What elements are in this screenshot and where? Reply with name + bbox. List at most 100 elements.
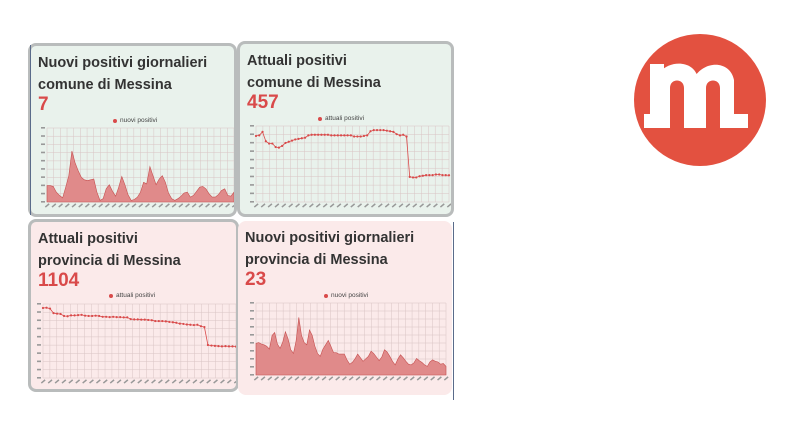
x-tick-label	[191, 203, 197, 208]
y-tick-label	[37, 319, 41, 322]
y-tick-label	[41, 192, 45, 195]
x-tick-label	[137, 379, 143, 384]
x-tick-label	[301, 376, 307, 381]
panel-title-line2: provincia di Messina	[245, 252, 388, 268]
chart-legend: attuali positivi	[109, 292, 155, 299]
data-point	[408, 175, 411, 178]
data-point	[91, 314, 94, 318]
x-tick-label	[439, 203, 445, 208]
x-tick-label	[185, 203, 190, 208]
data-point	[372, 128, 375, 132]
x-tick-label	[403, 376, 408, 381]
data-point	[94, 314, 97, 317]
x-tick-label	[336, 203, 342, 208]
x-tick-label	[178, 379, 184, 384]
legend-dot	[113, 118, 117, 123]
data-point	[182, 322, 185, 326]
legend-label: attuali positivi	[325, 115, 365, 122]
data-point	[317, 133, 320, 136]
x-tick-label	[158, 203, 164, 208]
data-point	[66, 315, 69, 318]
x-tick-label	[98, 203, 104, 208]
data-point	[98, 314, 101, 318]
x-tick-label	[51, 203, 57, 208]
data-point	[164, 320, 167, 323]
data-point	[196, 323, 199, 326]
y-tick-label	[37, 352, 41, 354]
data-point	[339, 134, 343, 137]
data-point	[287, 140, 290, 143]
panel-title: Attuali positivi comune di Messina	[247, 50, 447, 94]
x-tick-label	[377, 203, 383, 208]
x-tick-label	[443, 376, 449, 381]
data-point	[161, 319, 164, 323]
y-tick-label	[41, 176, 45, 178]
panel-title: Attuali positivi provincia di Messina	[38, 228, 236, 272]
x-tick-label	[171, 203, 177, 208]
panel-title-line2: comune di Messina	[38, 77, 172, 93]
x-tick-label	[369, 376, 374, 381]
panel-title: Nuovi positivi giornalieri provincia di …	[245, 227, 445, 271]
data-point	[326, 133, 330, 136]
x-tick-label	[350, 203, 356, 208]
x-tick-label	[225, 203, 230, 208]
data-point	[206, 343, 210, 347]
data-point	[227, 345, 231, 348]
y-tick-label	[250, 310, 254, 312]
data-point	[87, 314, 90, 318]
data-point	[185, 323, 188, 326]
x-tick-label	[274, 203, 280, 208]
panel-value: 23	[245, 269, 267, 290]
y-tick-label	[250, 318, 254, 320]
x-tick-label	[391, 203, 397, 208]
data-point	[323, 133, 326, 136]
x-tick-label	[165, 203, 170, 208]
data-point	[213, 344, 217, 347]
data-point	[147, 318, 150, 322]
data-point	[41, 306, 45, 310]
data-point	[136, 318, 139, 321]
data-point	[313, 133, 316, 136]
x-tick-label	[144, 379, 150, 384]
data-point	[154, 319, 157, 323]
data-point	[359, 135, 362, 138]
x-tick-label	[355, 376, 361, 381]
x-tick-label	[124, 203, 130, 208]
legend-label: nuovi positivi	[331, 292, 369, 299]
data-point	[379, 128, 382, 132]
x-tick-label	[375, 376, 381, 381]
area-series	[46, 150, 234, 203]
panel-current-positives-city: Attuali positivi comune di Messina 457 a…	[237, 41, 454, 217]
x-tick-label	[357, 203, 363, 208]
area-series	[255, 317, 447, 376]
data-point	[203, 325, 206, 329]
x-tick-label	[78, 203, 84, 208]
x-tick-label	[308, 376, 313, 381]
y-tick-label	[41, 201, 45, 203]
chart-new-positives-city	[41, 127, 234, 208]
data-point	[84, 314, 87, 317]
data-point	[108, 315, 111, 319]
y-tick-label	[41, 135, 45, 137]
x-tick-label	[102, 379, 108, 384]
y-tick-label	[41, 143, 45, 146]
x-tick-label	[371, 203, 376, 208]
data-point	[105, 315, 108, 318]
y-tick-label	[41, 184, 45, 187]
data-point	[62, 314, 66, 318]
y-tick-label	[37, 344, 41, 346]
x-tick-label	[40, 379, 46, 384]
x-tick-label	[47, 379, 53, 384]
x-tick-label	[384, 203, 390, 208]
x-tick-label	[164, 379, 170, 384]
x-tick-label	[295, 203, 300, 208]
panel-value: 457	[247, 92, 279, 113]
x-tick-label	[198, 203, 204, 208]
logo-notches	[676, 120, 717, 130]
y-tick-label	[37, 360, 41, 363]
data-point	[48, 307, 52, 310]
x-tick-label	[192, 379, 198, 384]
data-point	[385, 129, 388, 132]
x-tick-label	[398, 203, 404, 208]
panel-title-line2: provincia di Messina	[38, 253, 181, 269]
